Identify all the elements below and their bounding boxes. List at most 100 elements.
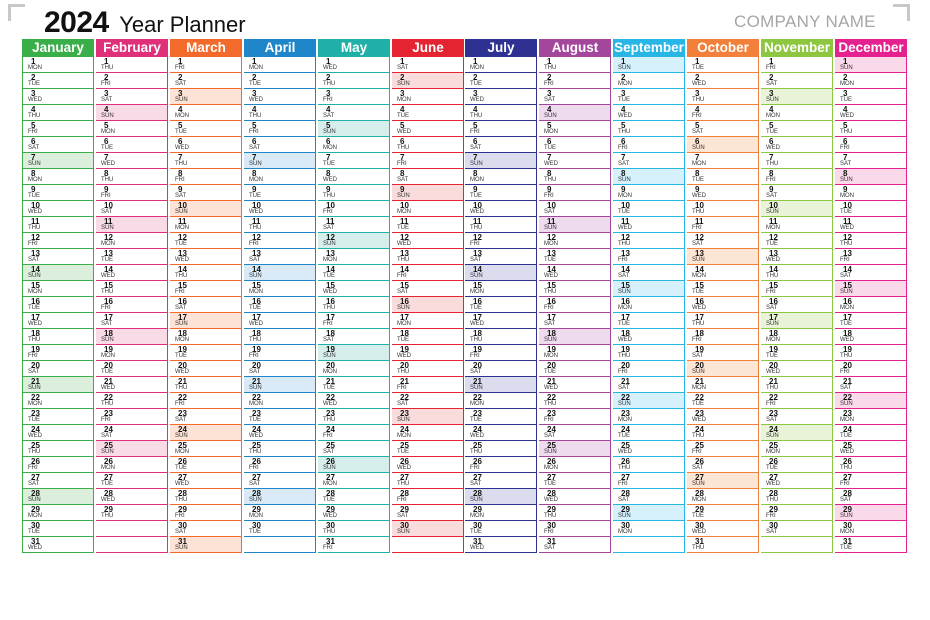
day-cell[interactable]: 26 SUN — [318, 457, 390, 473]
day-cell[interactable]: 16 SAT — [170, 297, 242, 313]
day-cell[interactable]: 12 MON — [96, 233, 168, 249]
day-cell[interactable]: 10 SUN — [170, 201, 242, 217]
day-cell[interactable]: 15 TUE — [687, 281, 759, 297]
day-cell[interactable]: 14 SUN — [465, 265, 537, 281]
day-cell[interactable]: 30 THU — [318, 521, 390, 537]
day-cell[interactable]: 28 THU — [170, 489, 242, 505]
day-cell[interactable]: 23 TUE — [465, 409, 537, 425]
day-cell[interactable]: 1 FRI — [170, 57, 242, 73]
day-cell[interactable]: 14 MON — [687, 265, 759, 281]
day-cell[interactable]: 4 THU — [244, 105, 316, 121]
day-cell[interactable]: 28 WED — [539, 489, 611, 505]
day-cell[interactable]: 7 SUN — [244, 153, 316, 169]
day-cell[interactable]: 23 SAT — [761, 409, 833, 425]
day-cell[interactable]: 31 SUN — [170, 537, 242, 553]
day-cell[interactable]: 30 SAT — [761, 521, 833, 537]
day-cell[interactable]: 8 SUN — [613, 169, 685, 185]
day-cell[interactable]: 6 THU — [392, 137, 464, 153]
day-cell[interactable]: 25 SUN — [539, 441, 611, 457]
day-cell[interactable]: 2 MON — [835, 73, 907, 89]
day-cell[interactable]: 30 TUE — [244, 521, 316, 537]
day-cell[interactable]: 12 TUE — [761, 233, 833, 249]
day-cell[interactable]: 1 TUE — [687, 57, 759, 73]
day-cell[interactable]: 26 MON — [96, 457, 168, 473]
day-cell[interactable]: 4 FRI — [687, 105, 759, 121]
day-cell[interactable]: 5 SAT — [687, 121, 759, 137]
day-cell[interactable]: 12 FRI — [244, 233, 316, 249]
day-cell[interactable]: 26 THU — [835, 457, 907, 473]
day-cell[interactable]: 30 FRI — [539, 521, 611, 537]
day-cell[interactable]: 17 WED — [22, 313, 94, 329]
day-cell[interactable]: 17 TUE — [613, 313, 685, 329]
day-cell[interactable]: 15 WED — [318, 281, 390, 297]
day-cell[interactable]: 10 THU — [687, 201, 759, 217]
day-cell[interactable]: 22 MON — [244, 393, 316, 409]
day-cell[interactable]: 17 SUN — [170, 313, 242, 329]
day-cell[interactable]: 14 THU — [761, 265, 833, 281]
day-cell[interactable]: 12 WED — [392, 233, 464, 249]
day-cell[interactable]: 25 WED — [835, 441, 907, 457]
day-cell[interactable]: 12 THU — [613, 233, 685, 249]
day-cell[interactable]: 6 SUN — [687, 137, 759, 153]
day-cell[interactable]: 18 THU — [22, 329, 94, 345]
day-cell[interactable]: 9 TUE — [465, 185, 537, 201]
day-cell[interactable]: 13 THU — [392, 249, 464, 265]
day-cell[interactable]: 2 FRI — [539, 73, 611, 89]
day-cell[interactable]: 27 FRI — [835, 473, 907, 489]
day-cell[interactable]: 8 MON — [22, 169, 94, 185]
day-cell[interactable]: 21 SAT — [613, 377, 685, 393]
day-cell[interactable]: 16 SUN — [392, 297, 464, 313]
day-cell[interactable]: 27 WED — [170, 473, 242, 489]
day-cell[interactable]: 8 MON — [244, 169, 316, 185]
day-cell[interactable]: 3 WED — [22, 89, 94, 105]
day-cell[interactable]: 19 TUE — [170, 345, 242, 361]
day-cell[interactable]: 7 THU — [761, 153, 833, 169]
day-cell[interactable]: 15 SUN — [835, 281, 907, 297]
day-cell[interactable]: 12 SAT — [687, 233, 759, 249]
day-cell[interactable]: 11 WED — [613, 217, 685, 233]
day-cell[interactable]: 21 WED — [96, 377, 168, 393]
day-cell[interactable]: 1 MON — [465, 57, 537, 73]
day-cell[interactable]: 24 SAT — [96, 425, 168, 441]
day-cell[interactable]: 23 MON — [835, 409, 907, 425]
day-cell[interactable]: 31 WED — [465, 537, 537, 553]
day-cell[interactable]: 9 MON — [835, 185, 907, 201]
day-cell[interactable]: 18 WED — [835, 329, 907, 345]
day-cell[interactable]: 28 SUN — [465, 489, 537, 505]
day-cell[interactable]: 28 SAT — [613, 489, 685, 505]
day-cell[interactable]: 23 TUE — [22, 409, 94, 425]
day-cell[interactable]: 11 WED — [835, 217, 907, 233]
day-cell[interactable]: 20 SAT — [465, 361, 537, 377]
day-cell[interactable]: 3 FRI — [318, 89, 390, 105]
day-cell[interactable]: 5 TUE — [761, 121, 833, 137]
day-cell[interactable]: 28 SUN — [244, 489, 316, 505]
day-cell[interactable]: 24 WED — [244, 425, 316, 441]
day-cell[interactable]: 5 WED — [392, 121, 464, 137]
day-cell[interactable]: 12 FRI — [465, 233, 537, 249]
day-cell[interactable]: 13 TUE — [539, 249, 611, 265]
day-cell[interactable]: 16 MON — [613, 297, 685, 313]
day-cell[interactable]: 30 TUE — [465, 521, 537, 537]
day-cell[interactable]: 22 FRI — [761, 393, 833, 409]
day-cell[interactable]: 3 THU — [687, 89, 759, 105]
day-cell[interactable]: 11 FRI — [687, 217, 759, 233]
day-cell[interactable]: 23 SUN — [392, 409, 464, 425]
day-cell[interactable]: 2 SAT — [761, 73, 833, 89]
day-cell[interactable]: 15 FRI — [170, 281, 242, 297]
day-cell[interactable]: 4 MON — [761, 105, 833, 121]
day-cell[interactable]: 17 THU — [687, 313, 759, 329]
day-cell[interactable]: 8 FRI — [761, 169, 833, 185]
day-cell[interactable]: 19 MON — [96, 345, 168, 361]
day-cell[interactable]: 12 MON — [539, 233, 611, 249]
day-cell[interactable]: 28 MON — [687, 489, 759, 505]
day-cell[interactable]: 25 THU — [465, 441, 537, 457]
day-cell[interactable]: 6 SAT — [465, 137, 537, 153]
day-cell[interactable]: 27 THU — [392, 473, 464, 489]
day-cell[interactable]: 4 WED — [835, 105, 907, 121]
day-cell[interactable]: 27 TUE — [539, 473, 611, 489]
day-cell[interactable]: 25 MON — [170, 441, 242, 457]
day-cell[interactable]: 20 FRI — [835, 361, 907, 377]
day-cell[interactable]: 5 SUN — [318, 121, 390, 137]
day-cell[interactable]: 27 WED — [761, 473, 833, 489]
day-cell[interactable]: 17 SAT — [96, 313, 168, 329]
